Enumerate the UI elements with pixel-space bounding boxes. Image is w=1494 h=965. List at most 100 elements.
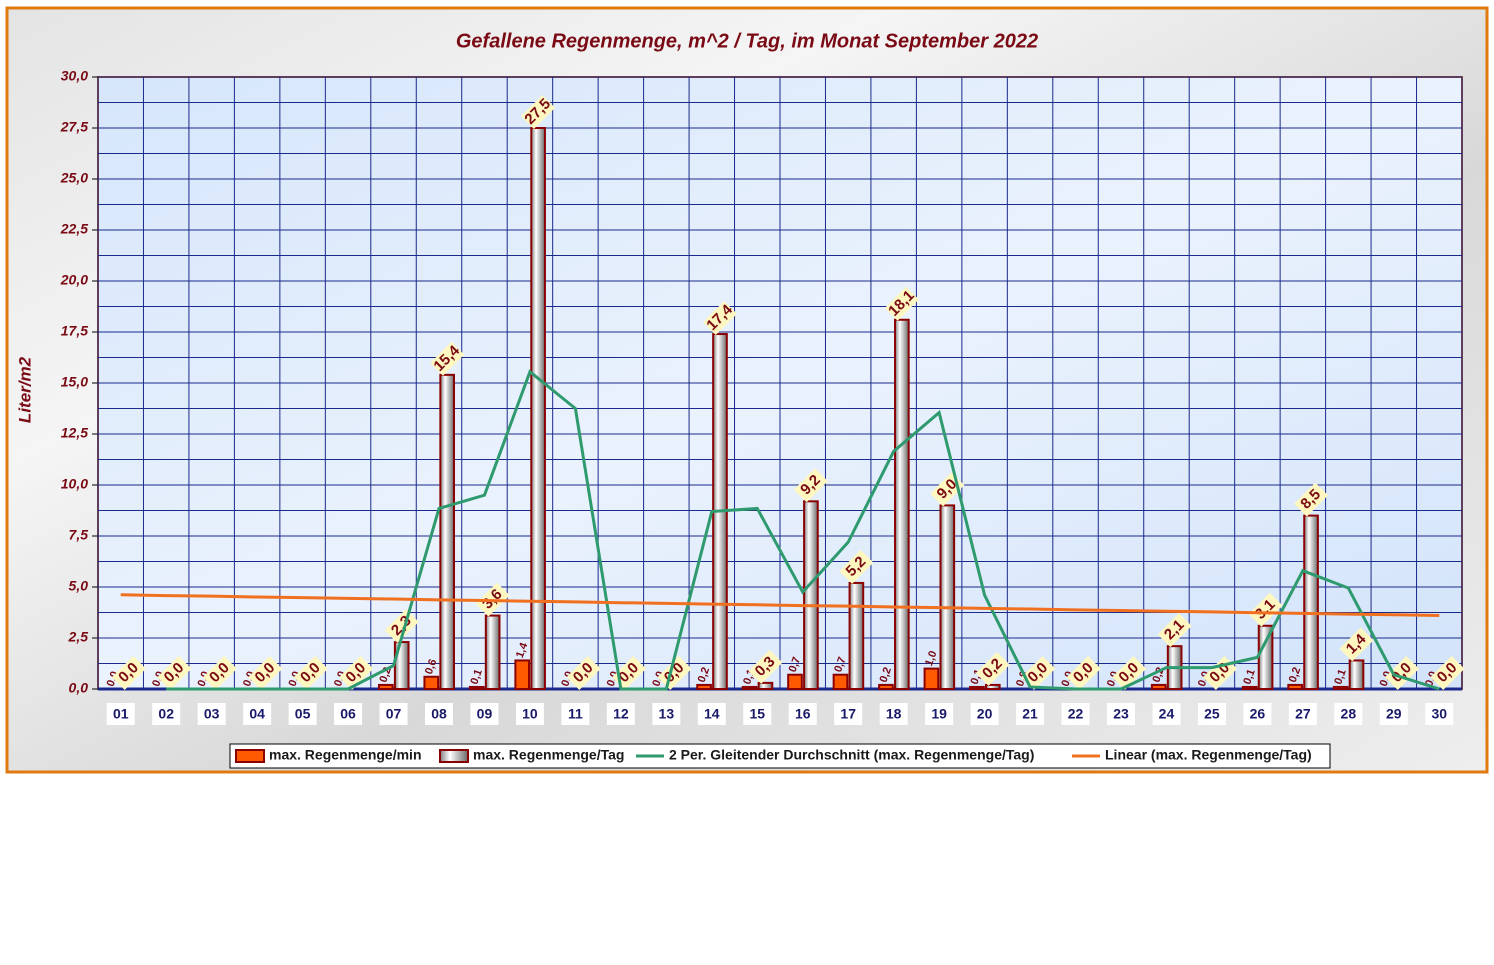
value-label-bg xyxy=(884,286,919,321)
x-tick-box xyxy=(515,703,544,725)
bar xyxy=(1348,659,1365,691)
line xyxy=(120,593,1440,618)
y-tick-label: 30,0 xyxy=(61,68,88,84)
x-tick-label: 23 xyxy=(1113,706,1129,722)
bar xyxy=(832,673,849,690)
value-label: 0,2 xyxy=(696,666,713,684)
x-tick-label: 30 xyxy=(1431,706,1447,722)
x-tick-box xyxy=(1379,703,1408,725)
x-tick-box xyxy=(788,703,817,725)
value-label: 0,2 xyxy=(1287,666,1304,684)
value-label-bg xyxy=(566,656,601,690)
x-tick-label: 27 xyxy=(1295,706,1311,722)
x-tick-label: 17 xyxy=(840,706,856,722)
legend-swatch xyxy=(439,749,469,763)
value-label-bg xyxy=(1157,613,1192,648)
value-label-bg xyxy=(1021,656,1056,690)
x-tick-label: 13 xyxy=(659,706,675,722)
legend-label: max. Regenmenge/min xyxy=(269,747,422,763)
bar xyxy=(848,581,865,690)
value-label: 0,7 xyxy=(787,655,804,673)
x-tick-label: 04 xyxy=(249,706,265,722)
x-tick-box xyxy=(288,703,317,725)
y-tick-label: 5,0 xyxy=(69,578,89,594)
bar xyxy=(787,673,803,690)
x-tick-box xyxy=(152,703,181,725)
legend-label: max. Regenmenge/Tag xyxy=(473,747,624,763)
x-tick-label: 03 xyxy=(204,706,220,722)
bar xyxy=(1287,683,1303,690)
bar xyxy=(1332,685,1349,691)
x-tick-box xyxy=(743,703,772,725)
x-tick-box xyxy=(470,703,499,725)
x-tick-box xyxy=(197,703,226,725)
value-label: 0,1 xyxy=(1332,668,1349,686)
x-tick-label: 18 xyxy=(886,706,902,722)
value-label-bg xyxy=(202,656,237,690)
x-tick-box xyxy=(1016,703,1045,725)
y-tick-label: 25,0 xyxy=(60,170,88,186)
line xyxy=(166,369,1440,691)
bar xyxy=(484,614,501,690)
x-tick-box xyxy=(243,703,272,725)
y-tick-label: 17,5 xyxy=(61,323,88,339)
value-label-bg xyxy=(975,651,1010,686)
value-label-bg xyxy=(1066,656,1101,690)
legend-swatch xyxy=(235,749,265,763)
y-tick-label: 7,5 xyxy=(69,527,89,543)
y-tick-label: 2,5 xyxy=(68,629,89,645)
x-tick-box xyxy=(697,703,726,725)
bar xyxy=(696,683,712,690)
x-tick-label: 28 xyxy=(1341,706,1357,722)
x-tick-label: 12 xyxy=(613,706,629,722)
x-tick-box xyxy=(1107,703,1135,725)
x-tick-label: 25 xyxy=(1204,706,1220,722)
y-tick-label: 27,5 xyxy=(60,119,88,135)
bar xyxy=(468,685,485,691)
x-tick-box xyxy=(1152,703,1181,725)
value-label-bg xyxy=(1430,656,1465,690)
value-label-bg xyxy=(430,341,465,376)
x-tick-label: 14 xyxy=(704,706,720,722)
value-label-bg xyxy=(1112,656,1147,690)
value-label-bg xyxy=(1385,656,1419,690)
x-tick-label: 20 xyxy=(977,706,993,722)
value-label-bg xyxy=(657,656,692,690)
y-tick-label: 10,0 xyxy=(61,476,88,492)
value-label-bg xyxy=(248,656,283,690)
value-label-bg xyxy=(793,468,828,503)
bar xyxy=(1150,683,1167,690)
value-label: 1,4 xyxy=(514,640,531,659)
x-tick-label: 02 xyxy=(158,706,174,722)
x-tick-box xyxy=(834,703,863,725)
x-tick-box xyxy=(1334,703,1363,725)
value-label-bg xyxy=(1248,592,1283,627)
value-label-bg xyxy=(1294,482,1329,517)
value-label: 0,6 xyxy=(423,657,440,675)
legend-label: Linear (max. Regenmenge/Tag) xyxy=(1105,747,1312,763)
x-tick-box xyxy=(970,703,999,725)
value-label-bg xyxy=(521,95,556,129)
bar xyxy=(757,681,774,691)
x-tick-label: 19 xyxy=(931,706,947,722)
bar xyxy=(1303,514,1319,690)
x-tick-label: 09 xyxy=(477,706,493,722)
x-tick-box xyxy=(106,703,135,725)
x-tick-label: 01 xyxy=(113,706,129,722)
x-tick-box xyxy=(334,703,363,725)
value-label-bg xyxy=(157,656,192,690)
bar xyxy=(939,504,956,690)
y-tick-label: 15,0 xyxy=(61,374,88,390)
value-label-bg xyxy=(293,656,328,690)
x-tick-box xyxy=(425,703,453,725)
value-label: 0,2 xyxy=(878,666,895,684)
x-tick-box xyxy=(1288,703,1317,725)
bar xyxy=(878,683,894,690)
legend xyxy=(229,743,1331,769)
x-tick-label: 08 xyxy=(431,706,447,722)
x-tick-label: 21 xyxy=(1022,706,1038,722)
x-tick-label: 11 xyxy=(568,706,583,722)
x-tick-label: 22 xyxy=(1068,706,1084,722)
